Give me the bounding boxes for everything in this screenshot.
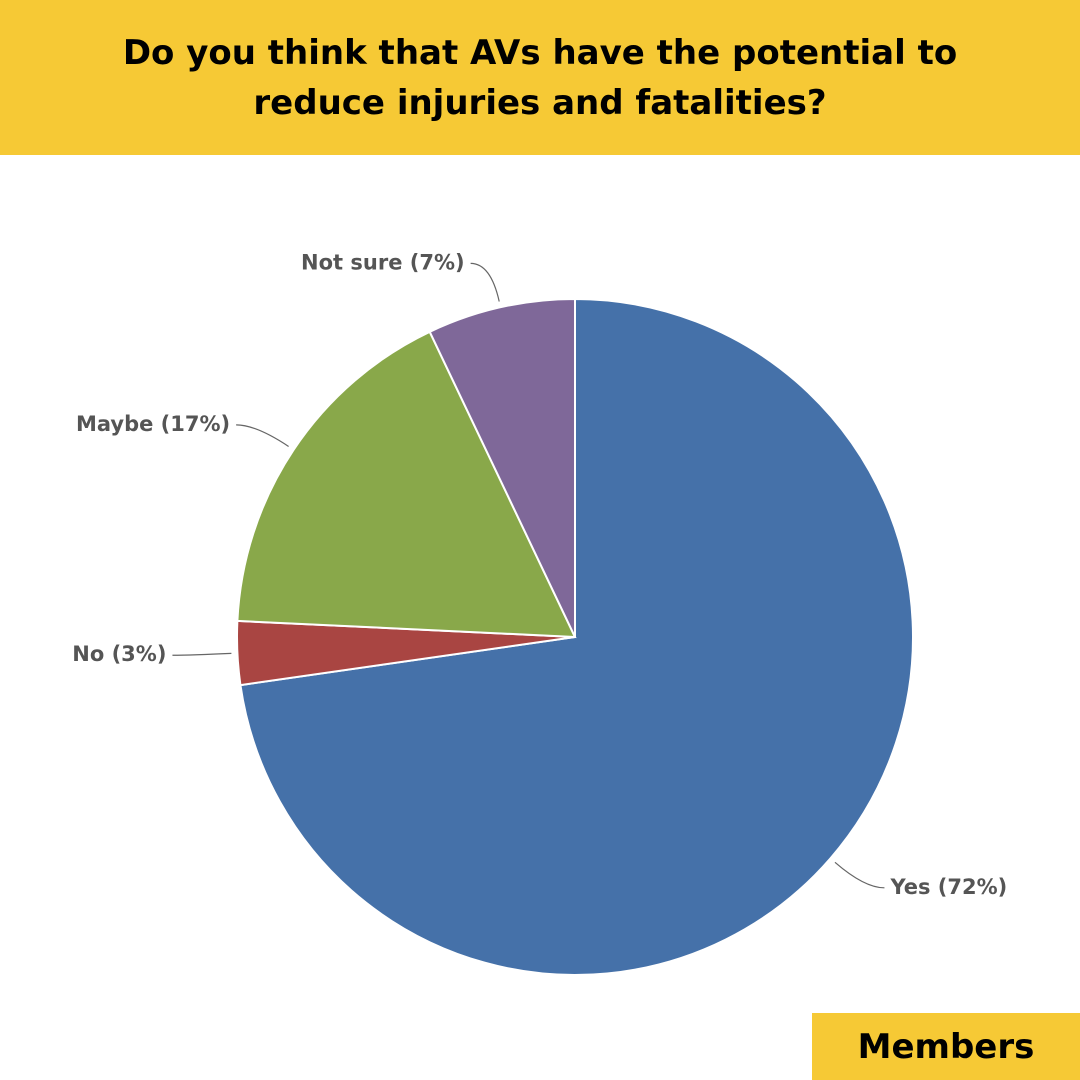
leader-line xyxy=(172,652,232,656)
members-badge: Members xyxy=(812,1013,1080,1080)
slice-label: Maybe (17%) xyxy=(76,412,230,436)
slice-label: No (3%) xyxy=(72,642,166,666)
chart-title: Do you think that AVs have the potential… xyxy=(122,32,958,123)
pie-slice xyxy=(239,297,914,976)
leader-line xyxy=(470,262,500,302)
leader-line xyxy=(834,861,885,889)
title-banner: Do you think that AVs have the potential… xyxy=(0,0,1080,155)
pie-slice xyxy=(236,330,577,639)
pie-slice xyxy=(428,297,576,638)
slice-label: Not sure (7%) xyxy=(301,250,465,274)
slice-label: Yes (72%) xyxy=(889,875,1007,899)
leader-line xyxy=(236,424,289,447)
